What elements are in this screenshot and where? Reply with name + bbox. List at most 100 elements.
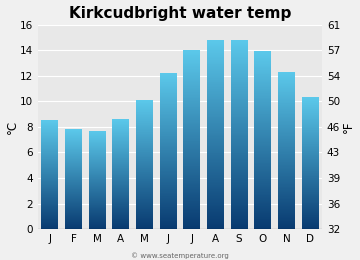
Bar [254, 108, 271, 109]
Bar [112, 200, 129, 201]
Bar [41, 134, 58, 135]
Bar [254, 162, 271, 163]
Bar [112, 149, 129, 150]
Bar [159, 177, 177, 178]
Bar [89, 194, 106, 195]
Bar [112, 176, 129, 177]
Bar [136, 200, 153, 201]
Bar [41, 164, 58, 165]
Bar [65, 163, 82, 164]
Bar [89, 201, 106, 202]
Bar [136, 145, 153, 146]
Bar [112, 197, 129, 198]
Bar [183, 180, 201, 181]
Bar [159, 155, 177, 156]
Bar [89, 158, 106, 159]
Bar [231, 137, 248, 138]
Bar [89, 167, 106, 168]
Bar [136, 107, 153, 108]
Bar [183, 170, 201, 171]
Bar [207, 107, 224, 108]
Bar [231, 134, 248, 135]
Bar [136, 140, 153, 141]
Bar [207, 104, 224, 105]
Bar [136, 164, 153, 165]
Bar [278, 193, 295, 194]
Bar [89, 226, 106, 227]
Bar [207, 62, 224, 63]
Bar [231, 107, 248, 108]
Bar [254, 165, 271, 166]
Bar [65, 181, 82, 182]
Bar [136, 184, 153, 185]
Bar [231, 85, 248, 86]
Bar [278, 80, 295, 81]
Bar [183, 65, 201, 66]
Bar [183, 212, 201, 213]
Bar [89, 179, 106, 180]
Bar [136, 124, 153, 125]
Bar [136, 119, 153, 120]
Bar [183, 192, 201, 193]
Bar [65, 200, 82, 201]
Bar [136, 227, 153, 228]
Bar [231, 96, 248, 97]
Bar [159, 137, 177, 138]
Bar [254, 131, 271, 132]
Bar [183, 127, 201, 128]
Bar [183, 173, 201, 174]
Bar [65, 223, 82, 224]
Bar [231, 149, 248, 150]
Bar [65, 142, 82, 143]
Bar [207, 192, 224, 193]
Bar [112, 189, 129, 190]
Bar [207, 211, 224, 212]
Bar [254, 121, 271, 122]
Bar [278, 211, 295, 212]
Bar [254, 122, 271, 124]
Bar [231, 195, 248, 196]
Bar [65, 225, 82, 226]
Bar [159, 98, 177, 99]
Bar [183, 226, 201, 228]
Bar [112, 139, 129, 140]
Bar [136, 215, 153, 216]
Bar [89, 141, 106, 142]
Bar [278, 181, 295, 182]
Bar [89, 173, 106, 174]
Bar [89, 131, 106, 132]
Bar [278, 226, 295, 227]
Bar [41, 161, 58, 162]
Bar [278, 114, 295, 115]
Bar [302, 210, 319, 211]
Bar [136, 116, 153, 117]
Bar [207, 106, 224, 107]
Bar [89, 156, 106, 157]
Bar [231, 204, 248, 205]
Bar [183, 91, 201, 92]
Bar [207, 202, 224, 203]
Bar [302, 139, 319, 140]
Bar [136, 110, 153, 111]
Bar [136, 175, 153, 176]
Bar [136, 146, 153, 147]
Bar [65, 167, 82, 168]
Bar [278, 206, 295, 207]
Bar [207, 99, 224, 100]
Bar [302, 175, 319, 176]
Bar [231, 114, 248, 115]
Bar [112, 222, 129, 223]
Bar [302, 164, 319, 165]
Bar [254, 153, 271, 154]
Bar [65, 131, 82, 132]
Bar [278, 81, 295, 82]
Bar [89, 215, 106, 216]
Bar [278, 107, 295, 108]
Bar [207, 168, 224, 170]
Bar [136, 186, 153, 187]
Bar [136, 177, 153, 178]
Bar [254, 117, 271, 118]
Bar [65, 149, 82, 150]
Bar [231, 73, 248, 74]
Bar [278, 210, 295, 211]
